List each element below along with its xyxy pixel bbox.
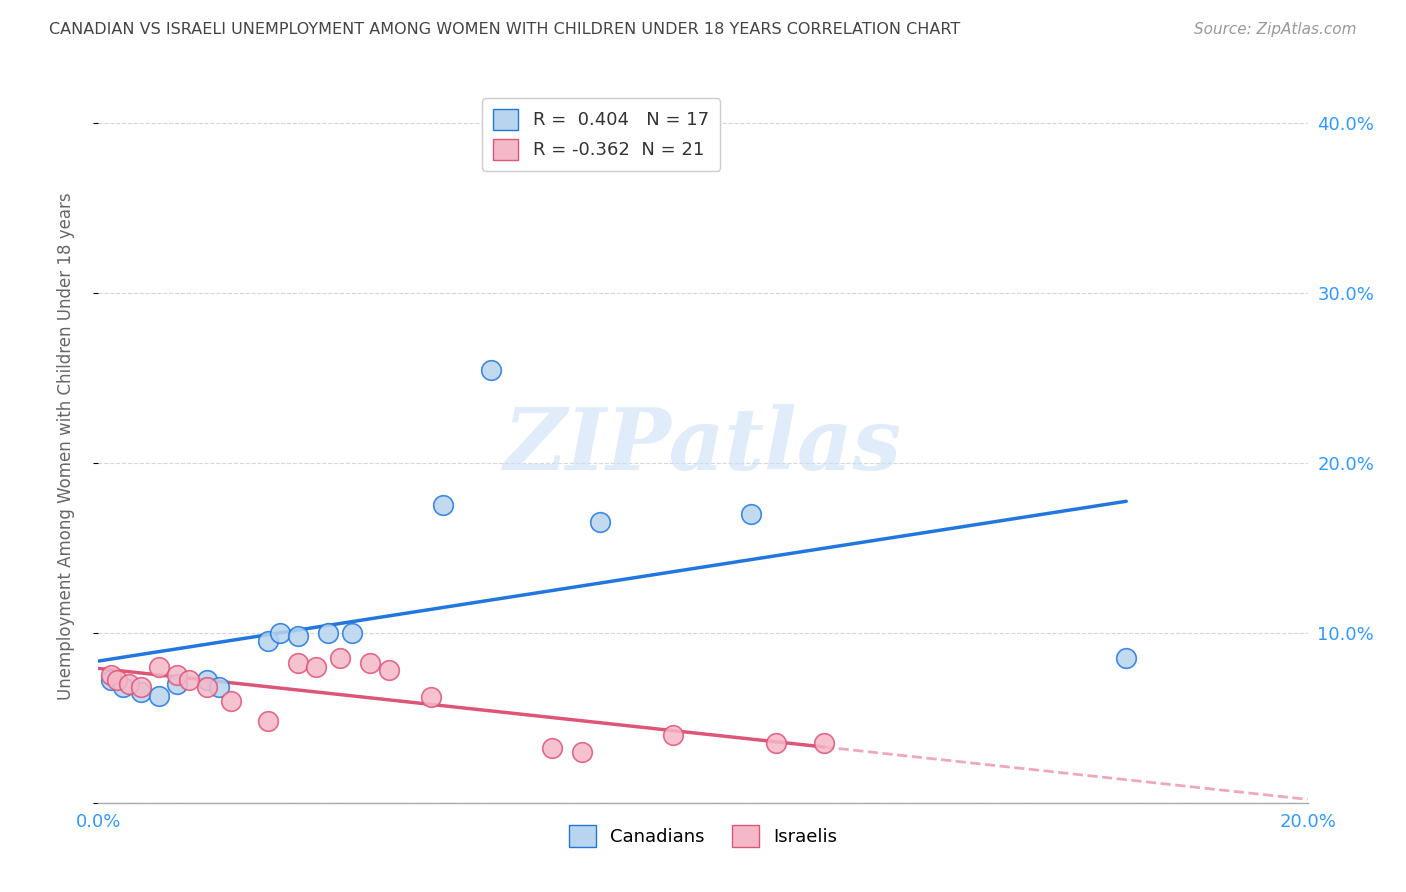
Point (287, 657, 309, 671)
Text: ZIPatlas: ZIPatlas (503, 404, 903, 488)
Text: CANADIAN VS ISRAELI UNEMPLOYMENT AMONG WOMEN WITH CHILDREN UNDER 18 YEARS CORREL: CANADIAN VS ISRAELI UNEMPLOYMENT AMONG W… (49, 22, 960, 37)
Point (256, 634, 278, 648)
Point (148, 689, 170, 703)
Point (329, 651, 352, 665)
Point (316, 626, 339, 640)
Point (305, 660, 328, 674)
Point (105, 673, 128, 688)
Point (195, 680, 218, 694)
Point (540, 741, 562, 756)
Point (360, 657, 382, 671)
Point (118, 677, 141, 691)
Point (100, 673, 122, 688)
Legend: Canadians, Israelis: Canadians, Israelis (561, 818, 845, 855)
Point (420, 690, 443, 705)
Y-axis label: Unemployment Among Women with Children Under 18 years: Unemployment Among Women with Children U… (56, 192, 75, 700)
Point (342, 626, 364, 640)
Point (166, 677, 188, 691)
Point (256, 714, 278, 729)
Point (481, 362, 503, 376)
Point (765, 736, 787, 750)
Point (377, 663, 399, 677)
Point (813, 736, 835, 750)
Point (129, 685, 152, 699)
Point (661, 728, 683, 742)
Point (111, 680, 134, 694)
Point (571, 745, 593, 759)
Point (129, 680, 152, 694)
Text: Source: ZipAtlas.com: Source: ZipAtlas.com (1194, 22, 1357, 37)
Point (148, 660, 170, 674)
Point (208, 680, 231, 694)
Point (432, 499, 454, 513)
Point (166, 668, 188, 682)
Point (269, 626, 291, 640)
Point (100, 668, 122, 682)
Point (740, 507, 762, 521)
Point (221, 694, 243, 708)
Point (195, 673, 218, 688)
Point (287, 629, 309, 643)
Point (1115, 651, 1137, 665)
Point (179, 673, 201, 688)
Point (589, 516, 612, 530)
